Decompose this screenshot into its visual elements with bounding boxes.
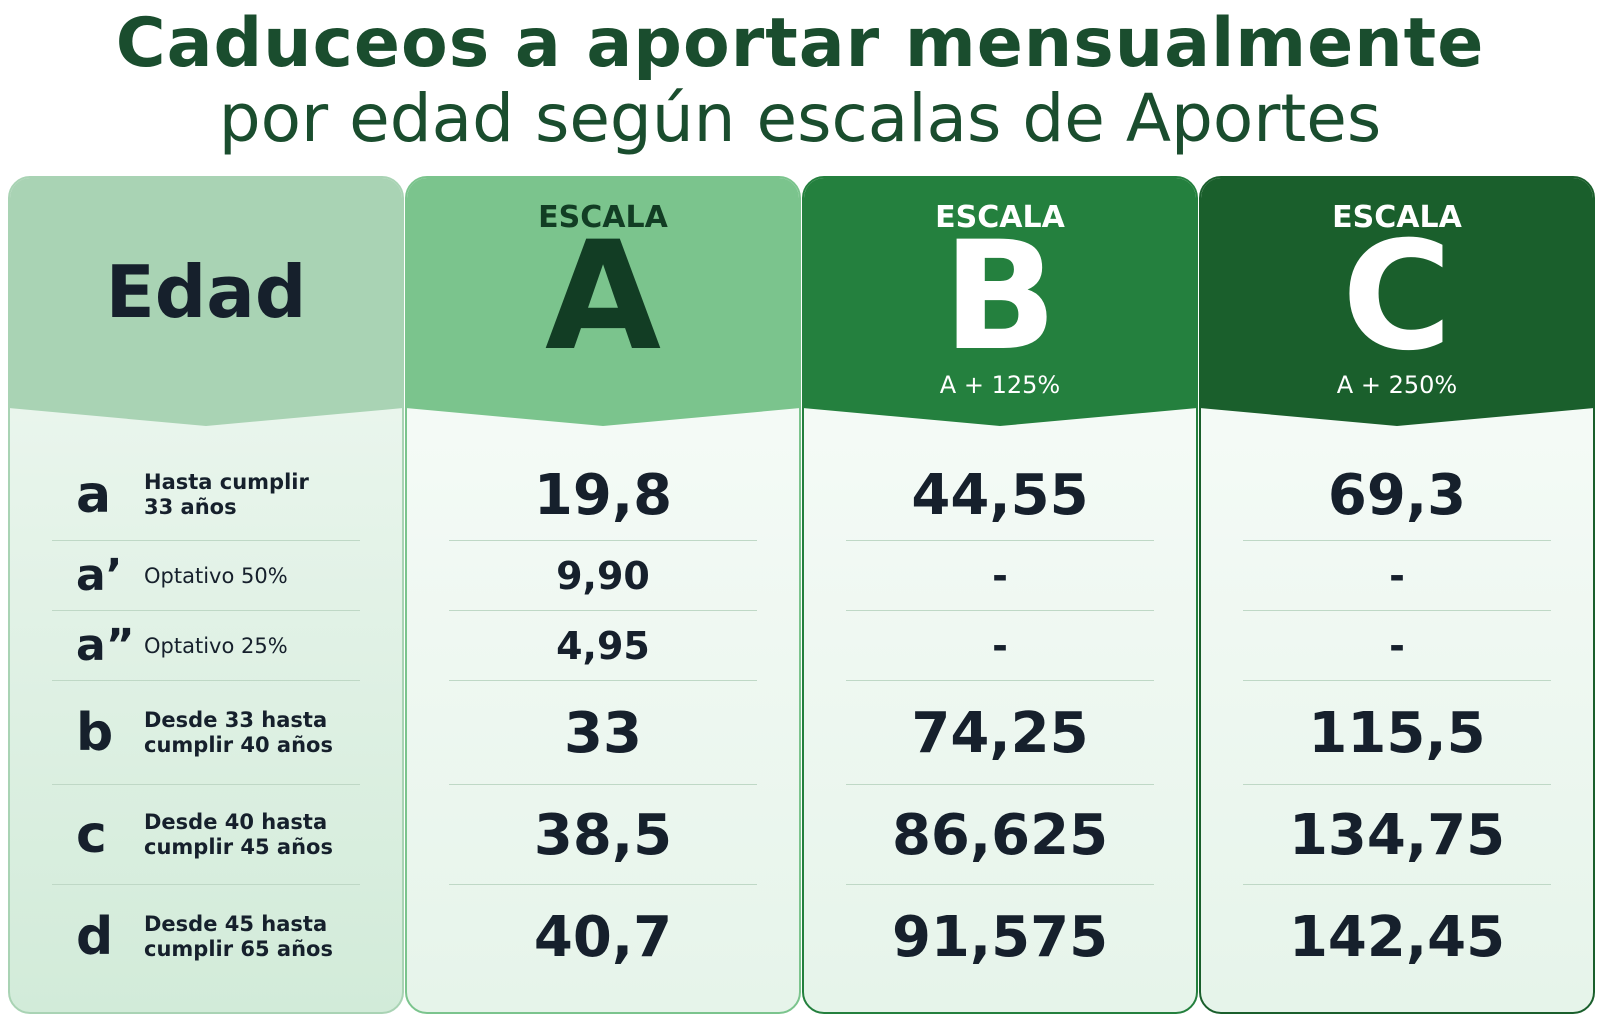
age-description: Optativo 25% bbox=[144, 633, 288, 658]
scale-letter: C bbox=[1341, 210, 1453, 384]
scale-b-header: ESCALA B A + 125% bbox=[804, 178, 1196, 426]
age-row-a-double-prime: a” Optativo 25% bbox=[52, 610, 360, 681]
value-cell: - bbox=[1243, 540, 1551, 611]
age-row-d: d Desde 45 hasta cumplir 65 años bbox=[52, 884, 360, 989]
age-code: a” bbox=[76, 620, 135, 671]
value-cell: 91,575 bbox=[846, 884, 1154, 989]
age-description: Hasta cumplir 33 años bbox=[144, 470, 309, 519]
value: 38,5 bbox=[533, 802, 673, 868]
value-cell: 33 bbox=[449, 680, 757, 785]
age-description: Desde 45 hasta cumplir 65 años bbox=[144, 912, 333, 961]
age-description: Desde 40 hasta cumplir 45 años bbox=[144, 810, 333, 859]
value: 40,7 bbox=[533, 904, 673, 970]
scale-a-header: ESCALA A bbox=[407, 178, 799, 426]
scale-c-header: ESCALA C A + 250% bbox=[1201, 178, 1593, 426]
age-description: Optativo 50% bbox=[144, 563, 288, 588]
value: 9,90 bbox=[556, 554, 650, 598]
value: 44,55 bbox=[911, 462, 1089, 528]
scale-c-column: ESCALA C A + 250% 69,3 - - 115,5 134,75 … bbox=[1199, 176, 1595, 1014]
scale-label: ESCALA bbox=[1332, 200, 1462, 235]
value: 74,25 bbox=[911, 700, 1089, 766]
value: 91,575 bbox=[891, 904, 1109, 970]
edad-header-label: Edad bbox=[105, 250, 307, 334]
value: 115,5 bbox=[1308, 700, 1486, 766]
scale-subtitle: A + 125% bbox=[939, 371, 1061, 399]
value-cell: 44,55 bbox=[846, 450, 1154, 540]
title-line-1: Caduceos a aportar mensualmente bbox=[115, 4, 1485, 83]
scale-letter: B bbox=[942, 210, 1058, 384]
value-cell: - bbox=[846, 610, 1154, 681]
value: 142,45 bbox=[1288, 904, 1506, 970]
age-row-a-prime: a’ Optativo 50% bbox=[52, 540, 360, 611]
value-cell: 38,5 bbox=[449, 784, 757, 885]
value: 33 bbox=[564, 700, 642, 766]
value-cell: 40,7 bbox=[449, 884, 757, 989]
scale-a-column: ESCALA A 19,8 9,90 4,95 33 38,5 40,7 bbox=[405, 176, 801, 1014]
value: - bbox=[992, 624, 1008, 668]
value: - bbox=[1389, 554, 1405, 598]
value-cell: 74,25 bbox=[846, 680, 1154, 785]
value-cell: 134,75 bbox=[1243, 784, 1551, 885]
title-line-2: por edad según escalas de Aportes bbox=[218, 80, 1382, 157]
value-cell: 19,8 bbox=[449, 450, 757, 540]
scale-subtitle: A + 250% bbox=[1336, 371, 1458, 399]
value-cell: 69,3 bbox=[1243, 450, 1551, 540]
age-description: Desde 33 hasta cumplir 40 años bbox=[144, 708, 333, 757]
value-cell: 4,95 bbox=[449, 610, 757, 681]
value: 134,75 bbox=[1288, 802, 1506, 868]
value-cell: 142,45 bbox=[1243, 884, 1551, 989]
age-code: d bbox=[76, 907, 114, 967]
value-cell: 9,90 bbox=[449, 540, 757, 611]
age-row-c: c Desde 40 hasta cumplir 45 años bbox=[52, 784, 360, 885]
value: 4,95 bbox=[556, 624, 650, 668]
value-cell: 115,5 bbox=[1243, 680, 1551, 785]
edad-column: Edad a Hasta cumplir 33 años a’ Optativo … bbox=[8, 176, 404, 1014]
value: 86,625 bbox=[891, 802, 1109, 868]
value: - bbox=[1389, 624, 1405, 668]
value-cell: 86,625 bbox=[846, 784, 1154, 885]
age-row-a: a Hasta cumplir 33 años bbox=[52, 450, 360, 540]
value-cell: - bbox=[1243, 610, 1551, 681]
scale-label: ESCALA bbox=[538, 200, 668, 235]
value-cell: - bbox=[846, 540, 1154, 611]
scale-label: ESCALA bbox=[935, 200, 1065, 235]
value: 69,3 bbox=[1327, 462, 1467, 528]
age-code: b bbox=[76, 703, 114, 763]
value: - bbox=[992, 554, 1008, 598]
scale-letter: A bbox=[544, 210, 662, 384]
scale-b-column: ESCALA B A + 125% 44,55 - - 74,25 86,625… bbox=[802, 176, 1198, 1014]
value: 19,8 bbox=[533, 462, 673, 528]
age-code: c bbox=[76, 805, 107, 865]
age-code: a bbox=[76, 465, 112, 525]
age-row-b: b Desde 33 hasta cumplir 40 años bbox=[52, 680, 360, 785]
age-code: a’ bbox=[76, 550, 123, 601]
edad-header: Edad bbox=[10, 178, 402, 426]
